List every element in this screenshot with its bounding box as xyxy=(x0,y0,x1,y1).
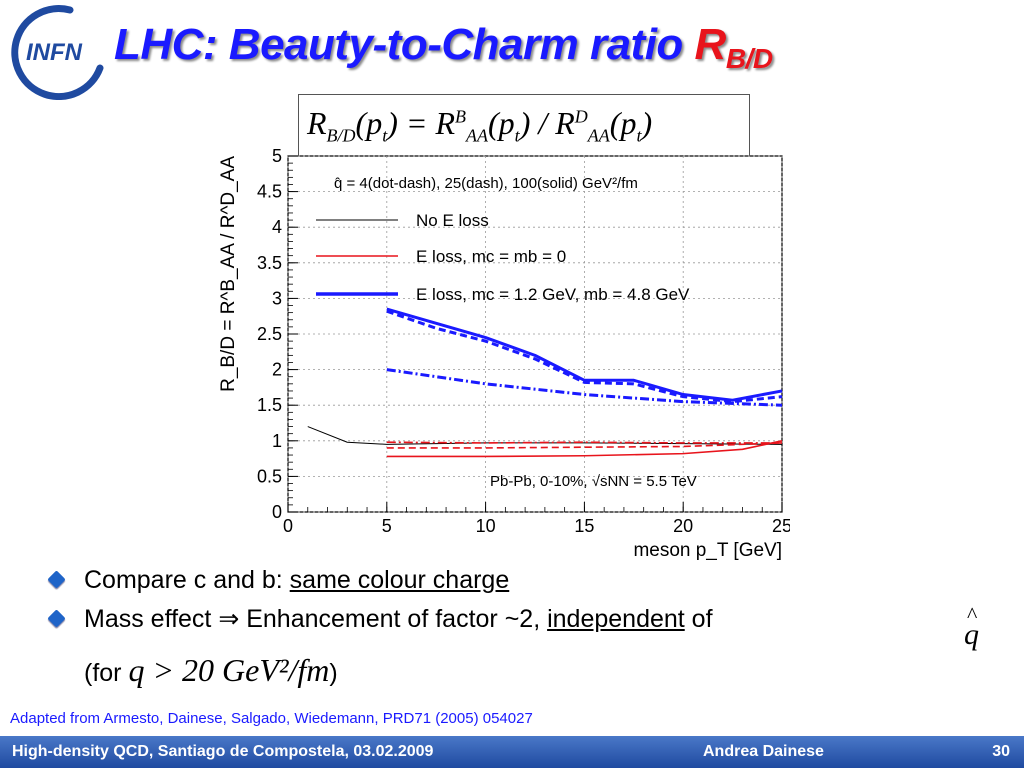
grid-layer xyxy=(287,155,783,513)
y-tick-label: 2 xyxy=(272,360,282,380)
x-tick-label: 10 xyxy=(476,516,496,536)
title-main: LHC: Beauty-to-Charm ratio xyxy=(114,20,695,69)
series-line-7 xyxy=(386,368,783,407)
qhat-symbol: q xyxy=(964,602,979,652)
footer-author: Andrea Dainese xyxy=(703,743,824,760)
bullet-2-underlined: independent xyxy=(547,605,685,633)
x-tick-label: 15 xyxy=(574,516,594,536)
series-layer xyxy=(307,307,783,458)
title-symbol: R xyxy=(694,20,727,69)
series-line-6 xyxy=(386,309,783,404)
bullet-list: Compare c and b: same colour charge Mass… xyxy=(47,564,713,642)
legend-layer: No E loss E loss, mc = mb = 0 E loss, mc =… xyxy=(316,211,690,304)
footer-conference: High-density QCD, Santiago de Compostela… xyxy=(12,743,434,760)
legend-label-3: E loss, mc = 1.2 GeV, mb = 4.8 GeV xyxy=(416,285,690,304)
x-tick-label: 5 xyxy=(382,516,392,536)
ticks-layer: 0 5 10 15 20 25 0 0.5 1 1.5 2 2.5 3 3.5 4 4.5 5 xyxy=(257,148,790,536)
footer-bar: High-density QCD, Santiago de Compostela… xyxy=(0,736,1024,768)
condition-prefix: (for xyxy=(84,659,129,687)
footer-page-number: 30 xyxy=(992,743,1010,760)
bullet-2-prefix: Mass effect ⇒ Enhancement of factor ~2, xyxy=(84,605,548,633)
bullet-2-suffix: of xyxy=(684,605,713,633)
ratio-chart: 0 5 10 15 20 25 0 0.5 1 1.5 2 2.5 3 3.5 4 4.5 5 No E los… xyxy=(218,148,790,561)
legend-label-2: E loss, mc = mb = 0 xyxy=(416,247,566,266)
x-tick-label: 0 xyxy=(283,516,293,536)
y-tick-label: 3 xyxy=(272,288,282,308)
y-tick-label: 5 xyxy=(272,148,282,166)
y-tick-label: 0.5 xyxy=(257,466,282,486)
title-subscript: B/D xyxy=(725,43,773,74)
y-tick-label: 3.5 xyxy=(257,253,282,273)
bullet-1-prefix: Compare c and b: xyxy=(84,566,290,594)
series-line-2 xyxy=(386,440,783,458)
legend-label-1: No E loss xyxy=(416,211,489,230)
bullet-item: Compare c and b: same colour charge xyxy=(47,564,713,596)
bullet-1-underlined: same colour charge xyxy=(289,566,510,594)
series-line-5 xyxy=(386,307,783,402)
x-axis-label: meson p_T [GeV] xyxy=(633,540,782,561)
y-axis-label: R_B/D = R^B_AA / R^D_AA xyxy=(218,156,239,392)
formula-box: RB/D(pt) = RBAA(pt) / RDAA(pt) xyxy=(298,94,750,158)
y-tick-label: 0 xyxy=(272,502,282,522)
series-line-4 xyxy=(386,441,782,444)
y-tick-label: 1.5 xyxy=(257,395,282,415)
condition-suffix: ) xyxy=(329,659,338,687)
bullet-diamond-icon xyxy=(47,609,66,628)
logo-text: INFN xyxy=(26,39,83,66)
reference-citation: Adapted from Armesto, Dainese, Salgado, … xyxy=(10,710,533,727)
y-tick-label: 4 xyxy=(272,217,282,237)
infn-logo: INFN xyxy=(11,5,104,100)
bullet-diamond-icon xyxy=(47,570,66,589)
bullet-2-condition: (for q > 20 GeV²/fm) xyxy=(84,652,338,689)
x-tick-label: 20 xyxy=(673,516,693,536)
y-tick-label: 4.5 xyxy=(257,182,282,202)
x-tick-label: 25 xyxy=(772,516,790,536)
y-tick-label: 2.5 xyxy=(257,324,282,344)
annotation-qhat: q̂ = 4(dot-dash), 25(dash), 100(solid) G… xyxy=(334,175,638,192)
slide-title: LHC: Beauty-to-Charm ratio RB/D xyxy=(114,20,773,75)
bullet-item: Mass effect ⇒ Enhancement of factor ~2, … xyxy=(47,603,713,635)
y-tick-label: 1 xyxy=(272,431,282,451)
annotation-system: Pb-Pb, 0-10%, √sNN = 5.5 TeV xyxy=(490,473,697,490)
formula: RB/D(pt) = RBAA(pt) / RDAA(pt) xyxy=(307,105,653,146)
condition-math: q > 20 GeV²/fm xyxy=(128,652,330,688)
